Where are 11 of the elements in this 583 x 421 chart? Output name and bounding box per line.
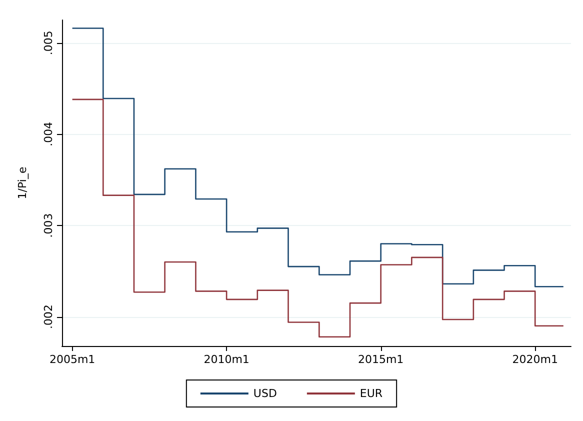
y-axis-title: 1/Pi_e <box>16 166 29 200</box>
x-tick-label: 2010m1 <box>204 353 250 366</box>
x-tick-label: 2005m1 <box>49 353 96 366</box>
y-tick-label: .003 <box>42 213 55 238</box>
y-tick-label: .004 <box>42 122 55 146</box>
x-tick-label: 2020m1 <box>512 353 558 366</box>
legend-label: USD <box>253 387 277 400</box>
y-tick-label: .002 <box>42 304 55 330</box>
legend-label: EUR <box>360 387 383 400</box>
x-tick-label: 2015m1 <box>358 353 404 366</box>
y-tick-label: .005 <box>42 30 55 56</box>
